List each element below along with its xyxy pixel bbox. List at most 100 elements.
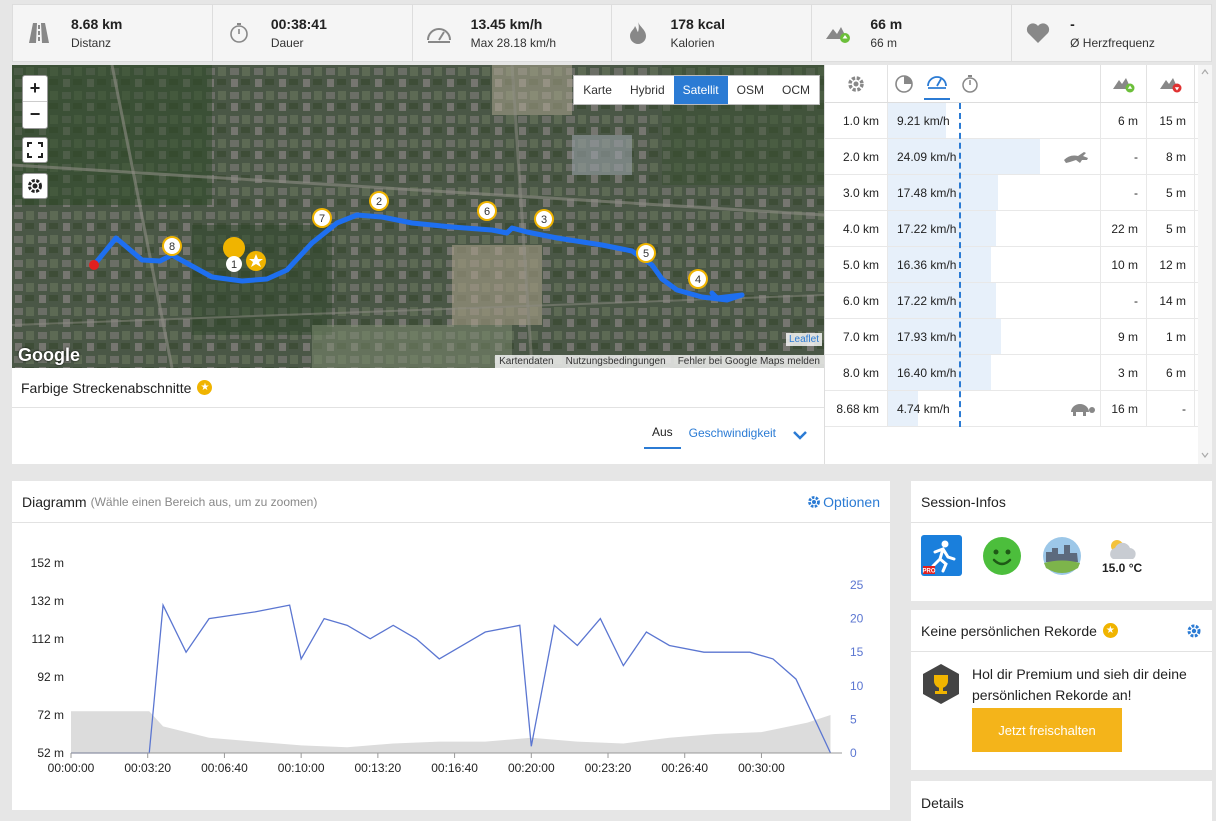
attrib-nutzungsbedingungen[interactable]: Nutzungsbedingungen: [565, 356, 666, 367]
elevation-gain-value: 66 m: [870, 16, 903, 32]
premium-star-icon: ★: [197, 380, 213, 395]
split-speed: 4.74 km/h: [897, 401, 950, 416]
split-distance: 4.0 km: [825, 211, 888, 246]
options-label: Optionen: [823, 494, 880, 510]
speed-tab[interactable]: [924, 67, 950, 100]
diagram-title: Diagramm: [22, 493, 87, 510]
split-row: 1.0 km 9.21 km/h 6 m 15 m: [825, 103, 1212, 139]
marker-label: 3: [541, 214, 547, 226]
speed-bar: [888, 283, 996, 318]
layer-osm[interactable]: OSM: [736, 83, 764, 97]
split-speed-cell: 9.21 km/h: [888, 103, 1101, 138]
layer-karte[interactable]: Karte: [583, 83, 612, 97]
stopwatch-icon[interactable]: [960, 74, 980, 94]
leaflet-link[interactable]: Leaflet: [785, 333, 822, 346]
road-icon: [25, 19, 53, 47]
split-elevation-up: 6 m: [1101, 103, 1147, 138]
x-tick-label: 00:03:20: [124, 761, 171, 775]
split-distance: 6.0 km: [825, 283, 888, 318]
layer-satellit[interactable]: Satellit: [673, 76, 728, 104]
x-tick-label: 00:26:40: [661, 761, 708, 775]
pace-icon[interactable]: [894, 74, 914, 94]
fullscreen-button[interactable]: [22, 137, 48, 163]
split-row: 5.0 km 16.36 km/h 10 m 12 m: [825, 247, 1212, 283]
map[interactable]: 1 2 3 4 5 6 7 8 + − Karte Hybrid Satelli…: [12, 65, 824, 368]
split-elevation-down: -: [1147, 391, 1195, 426]
route-marker[interactable]: 4: [688, 269, 708, 289]
map-settings-button[interactable]: [22, 173, 48, 199]
speedometer-icon: [927, 76, 947, 89]
y-left-tick: 52 m: [37, 746, 64, 760]
split-elevation-down: 6 m: [1147, 355, 1195, 390]
route-marker[interactable]: 5: [636, 243, 656, 263]
heart-icon: [1024, 19, 1052, 47]
speed-bar: [888, 103, 946, 138]
flame-icon: [624, 19, 652, 47]
records-header: Keine persönlichen Rekorde ★: [911, 610, 1212, 652]
splits-scrollbar[interactable]: [1198, 65, 1212, 464]
x-tick-label: 00:20:00: [508, 761, 555, 775]
split-speed-cell: 17.93 km/h: [888, 319, 1101, 354]
route-marker[interactable]: 8: [162, 236, 182, 256]
tab-geschwindigkeit[interactable]: Geschwindigkeit: [688, 426, 776, 440]
elevation-speed-chart[interactable]: 52 m 72 m 92 m 112 m 132 m 152 m 0 5 10 15 20 25 00:…: [12, 523, 890, 810]
marker-label: 4: [695, 274, 701, 286]
route-marker[interactable]: 7: [312, 208, 332, 228]
split-speed-cell: 16.36 km/h: [888, 247, 1101, 282]
zoom-out-button[interactable]: −: [29, 104, 41, 124]
split-speed: 17.22 km/h: [897, 221, 957, 236]
split-elevation-down: 5 m: [1147, 175, 1195, 210]
mood-smiley-icon[interactable]: [982, 536, 1022, 576]
split-distance: 3.0 km: [825, 175, 888, 210]
table-settings-button[interactable]: [825, 65, 888, 102]
marker-label: 6: [484, 206, 490, 218]
temperature-value: 15.0 °C: [1102, 560, 1143, 575]
y-right-tick: 10: [850, 679, 864, 693]
speed-line: [71, 602, 832, 754]
attrib-report-error[interactable]: Fehler bei Google Maps melden: [677, 356, 820, 367]
records-text: Hol dir Premium und sieh dir deine persö…: [972, 666, 1187, 703]
route-marker[interactable]: 3: [534, 209, 554, 229]
attrib-kartendaten[interactable]: Kartendaten: [499, 356, 554, 367]
trophy-icon: [923, 664, 959, 704]
splits-rows: 1.0 km 9.21 km/h 6 m 15 m 2.0 km 24.09 km/h -8…: [825, 103, 1212, 427]
y-left-tick: 112 m: [32, 632, 64, 646]
calories-label: Kalorien: [670, 36, 715, 50]
speed-bar: [888, 211, 996, 246]
stat-distance: 8.68 km Distanz: [13, 5, 213, 61]
chevron-down-icon[interactable]: [792, 429, 808, 441]
y-left-tick: 92 m: [37, 670, 64, 684]
distance-label: Distanz: [71, 36, 112, 50]
gear-icon[interactable]: [1186, 623, 1202, 639]
split-speed-cell: 24.09 km/h: [888, 139, 1101, 174]
surface-city-icon[interactable]: [1042, 536, 1082, 576]
heartrate-value: -: [1070, 16, 1075, 32]
elevation-down-header: [1147, 65, 1195, 102]
zoom-in-button[interactable]: +: [23, 76, 47, 102]
stat-speed: 13.45 km/h Max 28.18 km/h: [413, 5, 613, 61]
speed-bar: [888, 391, 918, 426]
split-elevation-up: 10 m: [1101, 247, 1147, 282]
speed-bar: [888, 355, 991, 390]
split-speed: 24.09 km/h: [897, 149, 957, 164]
split-distance: 2.0 km: [825, 139, 888, 174]
diagram-options-button[interactable]: Optionen: [807, 494, 880, 510]
route-marker[interactable]: 1: [223, 237, 246, 272]
runtastic-pro-icon[interactable]: PRO: [921, 535, 962, 576]
diagram-header: Diagramm (Wähle einen Bereich aus, um zu…: [12, 481, 890, 523]
split-elevation-up: 9 m: [1101, 319, 1147, 354]
tab-aus[interactable]: Aus: [643, 420, 681, 449]
route-marker[interactable]: 2: [369, 191, 389, 211]
layer-ocm[interactable]: OCM: [782, 83, 810, 97]
layer-hybrid[interactable]: Hybrid: [629, 83, 665, 97]
marker-label: 1: [231, 259, 237, 271]
gear-icon: [808, 496, 821, 508]
splits-table-header: [825, 65, 1212, 103]
star-marker-icon[interactable]: [246, 251, 266, 271]
zoom-control: + −: [22, 75, 48, 129]
details-card: Details: [911, 781, 1212, 821]
unlock-premium-button[interactable]: Jetzt freischalten: [972, 708, 1122, 752]
route-marker[interactable]: 6: [477, 201, 497, 221]
elevation-gain-icon: [1112, 77, 1134, 92]
